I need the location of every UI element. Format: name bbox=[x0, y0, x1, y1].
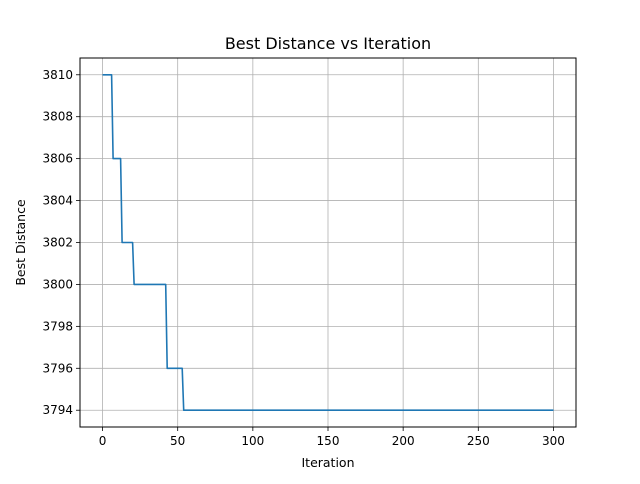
y-tick-label: 3808 bbox=[42, 110, 73, 124]
series-line-best-distance bbox=[102, 74, 554, 412]
x-tick-label: 100 bbox=[241, 434, 264, 448]
y-axis-label: Best Distance bbox=[13, 199, 28, 286]
x-tick-label: 150 bbox=[317, 434, 340, 448]
x-axis: 0 50 100 150 200 250 300 bbox=[99, 427, 565, 448]
series-layer bbox=[102, 74, 554, 412]
x-tick-label: 200 bbox=[392, 434, 415, 448]
x-axis-label: Iteration bbox=[301, 455, 354, 470]
y-tick-label: 3794 bbox=[42, 403, 73, 417]
y-tick-label: 3810 bbox=[42, 68, 73, 82]
x-tick-label: 300 bbox=[542, 434, 565, 448]
y-tick-label: 3804 bbox=[42, 194, 73, 208]
y-axis: 3794 3796 3798 3800 3802 3804 3806 3808 3810 bbox=[42, 68, 80, 417]
chart-title: Best Distance vs Iteration bbox=[225, 34, 431, 53]
y-tick-label: 3802 bbox=[42, 236, 73, 250]
x-tick-label: 0 bbox=[99, 434, 107, 448]
x-tick-label: 250 bbox=[467, 434, 490, 448]
y-tick-label: 3806 bbox=[42, 152, 73, 166]
y-tick-label: 3796 bbox=[42, 361, 73, 375]
x-tick-label: 50 bbox=[170, 434, 185, 448]
y-tick-label: 3798 bbox=[42, 319, 73, 333]
y-tick-label: 3800 bbox=[42, 277, 73, 291]
